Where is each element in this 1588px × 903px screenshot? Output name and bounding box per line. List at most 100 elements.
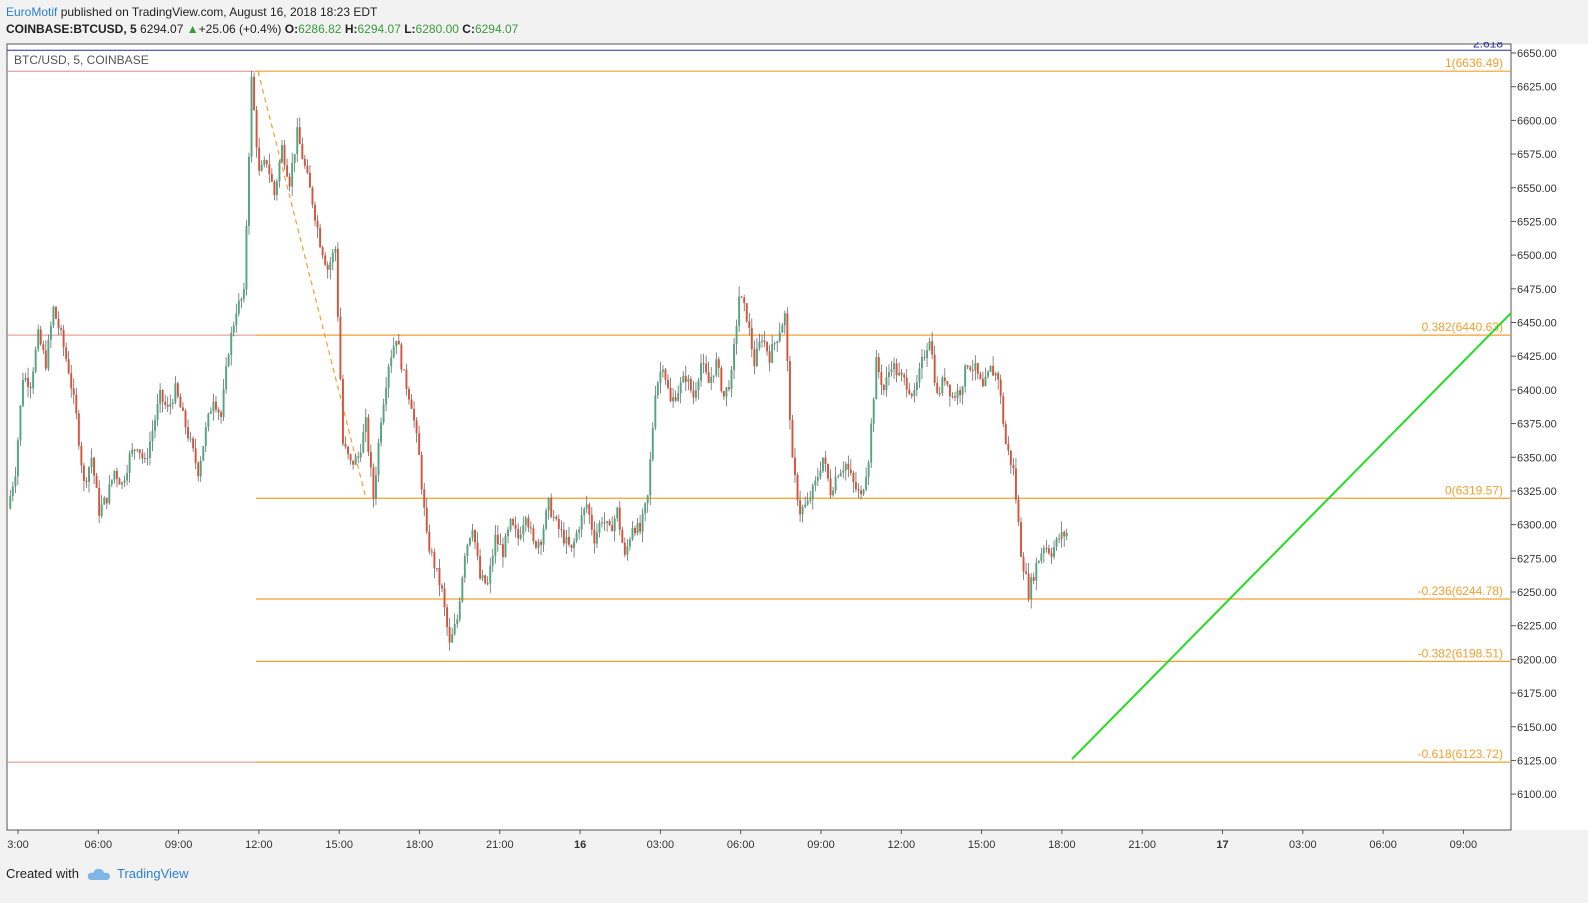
candle-body [293, 154, 296, 163]
candle-body [82, 465, 85, 482]
candle-body [19, 405, 22, 441]
y-tick-label: 6325.00 [1517, 486, 1557, 498]
candle-body [867, 462, 870, 477]
candle-body [1040, 553, 1043, 561]
candle-body [626, 546, 629, 555]
candle-body [969, 367, 972, 370]
candle-body [992, 365, 995, 376]
candle-body [453, 624, 456, 635]
candle-body [507, 529, 509, 537]
candle-body [113, 470, 116, 480]
candle-body [964, 365, 967, 387]
candle-body [1025, 571, 1028, 574]
candle-body [433, 552, 436, 569]
candle-body [164, 401, 167, 405]
candle-body [110, 479, 113, 485]
candle-body [298, 127, 301, 145]
candle-body [999, 379, 1002, 397]
candle-body [382, 404, 385, 423]
candle-body [471, 530, 474, 538]
candle-body [314, 204, 316, 221]
candle-body [720, 367, 723, 392]
candle-body [702, 363, 705, 365]
candle-body [1020, 521, 1022, 557]
tradingview-brand-link[interactable]: TradingView [116, 866, 189, 881]
fib-anchor-line [257, 71, 367, 499]
candle-body [745, 303, 748, 322]
candle-body [659, 371, 662, 383]
high-label: H: [344, 22, 358, 36]
candle-body [37, 329, 40, 350]
candle-body [364, 417, 367, 433]
candle-body [278, 162, 281, 182]
publish-line: EuroMotif published on TradingView.com, … [6, 5, 377, 19]
candle-body [456, 619, 459, 625]
x-tick-label: 17 [1216, 839, 1228, 851]
candle-body [694, 390, 697, 398]
candle-body [24, 377, 27, 380]
candle-body [105, 497, 108, 504]
y-tick-label: 6625.00 [1517, 82, 1557, 94]
candle-body [138, 449, 141, 454]
candle-body [311, 187, 314, 205]
candle-body [738, 296, 741, 326]
candle-body [9, 496, 12, 509]
candle-body [1012, 464, 1015, 469]
candle-body [491, 555, 494, 566]
candle-body [405, 369, 408, 390]
candle-body [555, 516, 558, 519]
candle-body [344, 443, 347, 447]
candle-body [187, 427, 190, 439]
candle-body [369, 451, 372, 468]
candle-body [748, 321, 751, 328]
x-tick-label: 12:00 [245, 839, 273, 851]
price-chart[interactable]: BTC/USD, 5, COINBASE 6650.00 6625.00 6600.0… [0, 42, 1588, 858]
candle-body [47, 339, 50, 369]
candle-body [651, 427, 654, 460]
x-tick-label: 3:00 [7, 839, 28, 851]
candle-body [189, 438, 192, 440]
candle-body [623, 542, 626, 555]
y-tick-label: 6425.00 [1517, 351, 1557, 363]
candle-body [32, 371, 35, 389]
candle-body [514, 525, 517, 529]
author-link[interactable]: EuroMotif [6, 5, 58, 19]
candle-body [410, 399, 413, 409]
candle-body [65, 347, 68, 360]
fib-level-label: -0.382(6198.51) [1418, 646, 1503, 660]
candle-body [941, 377, 944, 394]
candle-body [339, 316, 342, 380]
candle-body [839, 472, 842, 477]
candle-body [397, 340, 400, 345]
candle-body [430, 551, 433, 553]
candle-body [931, 341, 934, 355]
candle-body [811, 485, 814, 500]
candle-body [943, 377, 946, 382]
candle-body [682, 375, 685, 383]
candle-body [844, 463, 847, 471]
candle-body [613, 518, 616, 532]
candle-body [728, 387, 730, 390]
candle-body [987, 371, 989, 377]
candle-body [862, 489, 865, 495]
candle-body [534, 541, 537, 548]
candle-body [809, 499, 812, 501]
candle-body [372, 467, 375, 499]
candle-body [133, 449, 136, 451]
candle-body [776, 341, 779, 344]
candle-body [636, 522, 639, 534]
candle-body [395, 340, 398, 347]
candle-body [733, 343, 736, 370]
x-tick-label: 06:00 [85, 839, 113, 851]
x-tick-label: 15:00 [325, 839, 353, 851]
candle-body [959, 390, 962, 396]
candle-body [933, 354, 936, 383]
candle-body [761, 340, 763, 342]
candle-body [11, 486, 14, 497]
candle-body [156, 403, 159, 421]
candle-body [402, 369, 405, 371]
candle-body [1060, 532, 1063, 539]
candle-body [62, 329, 65, 348]
candle-body [649, 459, 652, 496]
candle-body [588, 504, 591, 515]
